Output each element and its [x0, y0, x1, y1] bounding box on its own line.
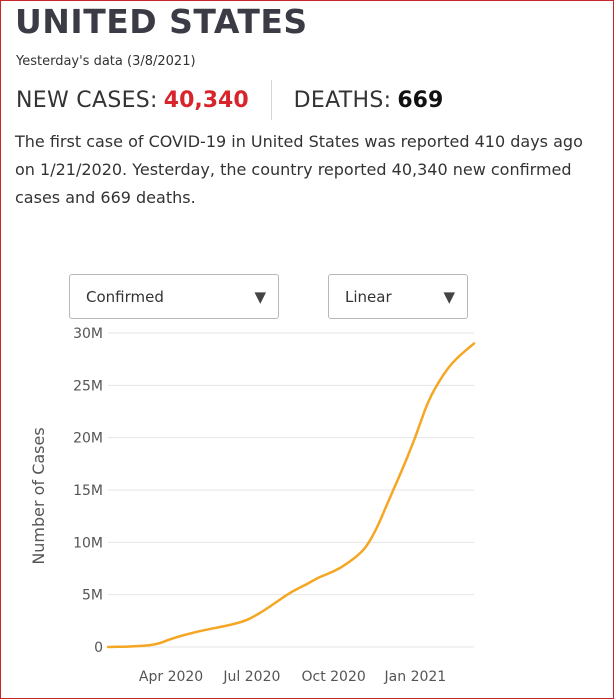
deaths-label: DEATHS:	[293, 87, 392, 113]
chart-grid	[108, 332, 474, 648]
x-tick-label: Jan 2021	[384, 669, 447, 685]
y-axis-ticks: 0 5M 10M 15M 20M 25M 30M	[73, 326, 103, 656]
data-date: Yesterday's data (3/8/2021)	[16, 54, 196, 69]
x-tick-label: Apr 2020	[139, 669, 203, 685]
y-tick-label: 20M	[73, 431, 103, 447]
new-cases-label: NEW CASES:	[16, 87, 158, 113]
x-axis-ticks: Apr 2020 Jul 2020 Oct 2020 Jan 2021	[139, 669, 446, 685]
y-tick-label: 15M	[73, 483, 103, 499]
y-tick-label: 5M	[82, 588, 103, 604]
series-line	[106, 342, 476, 649]
page-title: UNITED STATES	[15, 2, 308, 41]
stats-row: NEW CASES: 40,340 DEATHS: 669	[16, 80, 444, 120]
y-tick-label: 30M	[73, 326, 103, 342]
y-axis-label: Number of Cases	[29, 427, 48, 564]
y-tick-label: 0	[94, 640, 103, 656]
triangle-down-icon: ▼	[254, 287, 266, 306]
y-tick-label: 25M	[73, 378, 103, 394]
metric-select[interactable]: Confirmed ▼	[69, 274, 279, 319]
new-cases-value: 40,340	[163, 87, 249, 113]
scale-select[interactable]: Linear ▼	[328, 274, 468, 319]
y-tick-label: 10M	[73, 535, 103, 551]
deaths-value: 669	[397, 87, 444, 113]
x-tick-label: Oct 2020	[301, 669, 365, 685]
summary-text: The first case of COVID-19 in United Sta…	[15, 132, 583, 207]
metric-select-value: Confirmed	[86, 287, 164, 306]
triangle-down-icon: ▼	[443, 287, 455, 306]
scale-select-value: Linear	[345, 287, 392, 306]
x-tick-label: Jul 2020	[222, 669, 280, 685]
stats-divider	[270, 80, 272, 120]
